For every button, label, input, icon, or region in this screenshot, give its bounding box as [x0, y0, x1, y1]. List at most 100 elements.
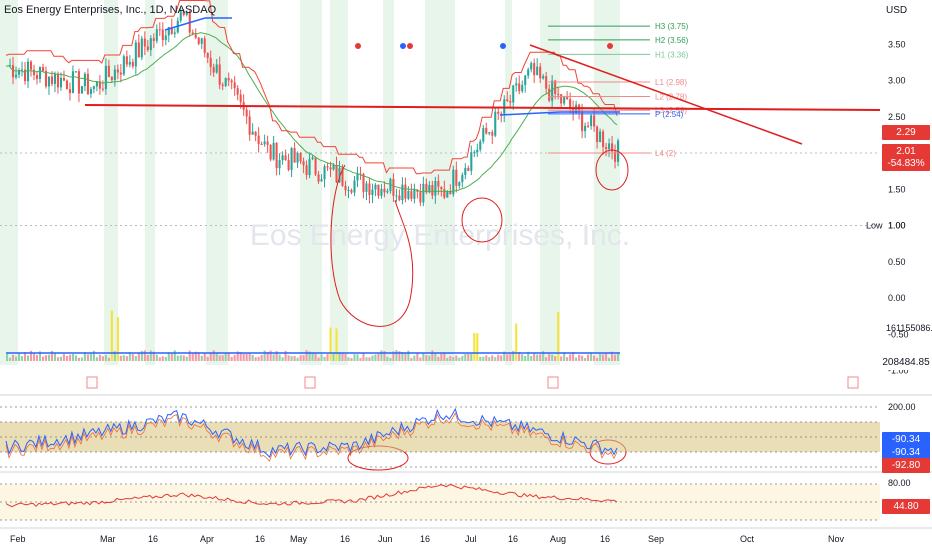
pivot-label-3: L1 (2.98)	[655, 78, 687, 87]
volume-bar-57	[176, 355, 179, 361]
candle-body-99	[302, 161, 305, 166]
volume-bar-85	[260, 354, 263, 361]
candle-body-87	[266, 141, 269, 145]
volume-bar-23	[74, 355, 77, 361]
volume-bar-97	[296, 357, 299, 361]
price-axis[interactable]: 3.503.002.502.001.501.000.500.00-0.50-1.…	[866, 39, 932, 375]
candle-body-65	[200, 38, 203, 44]
volume-bar-175	[530, 355, 533, 361]
volume-bar-163	[494, 357, 497, 361]
candle-body-148	[449, 191, 452, 195]
candle-body-84	[257, 135, 260, 145]
price-tick-9: -1.00	[888, 366, 909, 376]
time-label-12: 16	[600, 534, 610, 544]
volume-top-label: 161155086.67	[886, 323, 932, 333]
volume-bar-115	[350, 357, 353, 361]
volume-bar-77	[236, 351, 239, 361]
oscillator-pane[interactable]: 200.00	[0, 394, 932, 468]
candle-body-183	[554, 80, 557, 94]
volume-bar-82	[251, 354, 254, 361]
green-zone-4	[300, 0, 322, 365]
annotation-circle-2	[461, 197, 503, 243]
time-label-14: Oct	[740, 534, 755, 544]
volume-bar-141	[428, 355, 431, 361]
volume-bar-121	[368, 357, 371, 361]
volume-bar-88	[269, 350, 272, 361]
candle-body-89	[272, 142, 275, 160]
candle-body-107	[326, 166, 329, 168]
volume-now-badge: 208484.85	[882, 355, 930, 370]
candle-body-100	[305, 165, 308, 176]
candle-body-195	[590, 115, 593, 126]
volume-bar-79	[242, 353, 245, 361]
candle-body-35	[110, 77, 113, 80]
candle-body-19	[62, 77, 66, 81]
volume-bar-29	[92, 350, 95, 361]
volume-bar-91	[278, 354, 281, 361]
candle-body-170	[515, 83, 518, 86]
candle-body-166	[503, 99, 506, 114]
candle-body-88	[269, 144, 272, 160]
candle-body-31	[98, 81, 101, 89]
close-badge: 2.01	[882, 144, 930, 159]
volume-bar-4	[17, 352, 21, 361]
candle-body-203	[614, 151, 617, 162]
volume-bar-170	[515, 323, 518, 361]
candle-body-122	[371, 189, 374, 196]
volume-bar-107	[326, 354, 329, 361]
volume-bar-156	[473, 332, 476, 361]
lower-pane[interactable]: 80.00	[0, 471, 932, 521]
volume-bar-130	[395, 350, 398, 361]
candle-body-21	[68, 89, 71, 94]
volume-bar-132	[401, 351, 404, 361]
candle-body-63	[194, 34, 197, 38]
candle-body-139	[422, 183, 425, 203]
candle-body-51	[158, 29, 161, 31]
volume-bar-102	[311, 353, 314, 361]
candle-body-146	[443, 189, 446, 198]
volume-bar-83	[254, 357, 257, 361]
volume-bar-78	[239, 352, 242, 361]
volume-bar-68	[209, 352, 212, 361]
candle-body-121	[368, 183, 371, 196]
candle-body-144	[437, 180, 440, 187]
volume-bar-25	[80, 357, 83, 361]
candle-body-201	[608, 143, 611, 150]
candle-body-202	[611, 143, 614, 152]
candle-body-90	[275, 142, 278, 169]
candle-body-58	[179, 11, 182, 21]
candle-body-140	[425, 183, 428, 192]
candle-body-178	[539, 66, 542, 79]
volume-bar-99	[302, 355, 305, 361]
volume-bar-96	[293, 356, 296, 361]
signal-dot-1	[400, 43, 406, 49]
time-label-15: Nov	[828, 534, 845, 544]
candle-body-184	[557, 93, 560, 95]
candle-body-80	[245, 109, 248, 117]
volume-bar-189	[572, 351, 575, 361]
volume-bar-70	[215, 353, 218, 361]
earnings-marker-2	[547, 376, 559, 389]
chart-title: Eos Energy Enterprises, Inc., 1D, NASDAQ	[4, 4, 217, 16]
time-axis[interactable]: Feb Mar 16 Apr 16 May 16 Jun 16 Jul 16 Aug 16 Sep Oct N…	[0, 527, 932, 544]
volume-bar-165	[500, 355, 503, 361]
candle-body-3	[14, 74, 18, 78]
candle-body-71	[218, 64, 221, 85]
volume-bar-38	[119, 355, 122, 361]
volume-bar-191	[578, 354, 581, 361]
candle-body-102	[311, 157, 314, 160]
volume-bar-179	[542, 351, 545, 361]
volume-bar-5	[20, 356, 24, 361]
volume-bar-159	[482, 356, 485, 361]
volume-bar-122	[371, 355, 374, 361]
volume-bar-199	[602, 354, 605, 361]
volume-bar-101	[308, 351, 311, 361]
volume-bar-151	[458, 357, 461, 361]
volume-bar-187	[566, 357, 569, 361]
volume-bar-123	[374, 354, 377, 361]
candle-body-115	[350, 190, 353, 193]
candle-body-2	[11, 65, 15, 78]
green-zone-8	[505, 0, 512, 365]
